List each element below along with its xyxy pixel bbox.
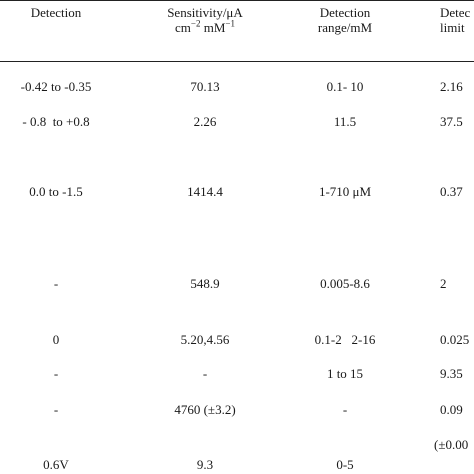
cell-sensitivity: -	[202, 366, 208, 381]
header-limit-line2: limit	[440, 20, 465, 35]
cell-limit: 0.37	[440, 184, 463, 199]
cell-edge-fragment: 0	[0, 457, 1, 472]
cell-sensitivity: 70.13	[190, 79, 220, 94]
header-limit: Detec limit	[440, 5, 470, 35]
cell-sensitivity: 1414.4	[187, 184, 223, 199]
cell-detection: -	[53, 366, 59, 381]
cell-detection: -0.42 to -0.35	[20, 79, 92, 94]
cell-sensitivity: 548.9	[190, 276, 220, 291]
header-range-line2: range/mM	[317, 20, 373, 35]
cell-detection: -	[53, 276, 59, 291]
cell-detection: - 0.8 to +0.8	[22, 114, 90, 129]
cell-range: 1 to 15	[326, 366, 364, 381]
cell-detection: -	[53, 402, 59, 417]
cell-limit: 9.35	[440, 366, 463, 381]
header-sensitivity-exp2: −1	[225, 18, 235, 29]
header-sensitivity-exp1: −2	[190, 18, 201, 29]
cell-sensitivity: 9.3	[196, 457, 214, 472]
cell-limit: 2	[440, 276, 447, 291]
header-sensitivity-line1: Sensitivity/μA	[167, 5, 243, 20]
header-detection: Detection	[30, 5, 82, 20]
cell-detection: 0	[52, 332, 60, 347]
cell-limit: 2.16	[440, 79, 463, 94]
cell-range: 1-710 μM	[318, 184, 372, 199]
cell-sensitivity: 5.20,4.56	[180, 332, 230, 347]
cell-sensitivity: 2.26	[193, 114, 217, 129]
cell-sensitivity: 4760 (±3.2)	[174, 402, 236, 417]
cell-range: 11.5	[333, 114, 357, 129]
header-limit-line1: Detec	[440, 5, 471, 20]
header-sensitivity-unit-cm: cm	[175, 20, 191, 35]
header-range-line1: Detection	[319, 5, 371, 20]
header-sensitivity-unit-mm: mM	[200, 20, 226, 35]
cell-limit: 37.5	[440, 114, 463, 129]
cell-detection: 0.6V	[43, 457, 69, 472]
table-header-rule	[0, 61, 474, 62]
cell-range: 0.1- 10	[326, 79, 364, 94]
header-sensitivity-line2: cm−2 mM−1	[167, 18, 243, 35]
header-range: Detection range/mM	[318, 5, 372, 35]
table-top-rule	[0, 0, 474, 1]
header-sensitivity: Sensitivity/μA cm−2 mM−1	[167, 5, 243, 35]
cell-range: -	[342, 402, 348, 417]
cell-range: 0.1-2 2-16	[314, 332, 376, 347]
cell-detection: 0.0 to -1.5	[29, 184, 83, 199]
cell-range: 0-5	[336, 457, 354, 472]
cell-limit-continuation: (±0.00	[434, 437, 469, 452]
cell-range: 0.005-8.6	[320, 276, 370, 291]
cell-limit: 0.025	[440, 332, 470, 347]
cell-limit: 0.09	[440, 402, 463, 417]
